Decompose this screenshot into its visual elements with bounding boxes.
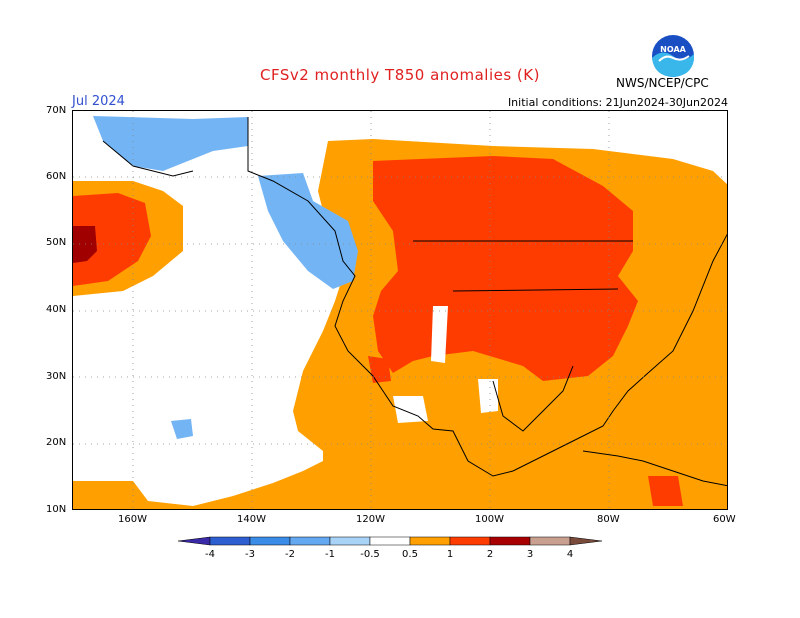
anomaly-map	[72, 110, 728, 510]
graticule	[73, 111, 727, 509]
colorbar-tick-label: -4	[205, 549, 215, 560]
alaska-cold-region	[93, 116, 248, 171]
lon-label-80w: 80W	[597, 514, 620, 525]
hawaii-cold-region	[171, 419, 193, 439]
colorbar-tick-label: -1	[325, 549, 335, 560]
neutral-region-baja	[393, 396, 428, 423]
lon-label-100w: 100W	[475, 514, 504, 525]
lon-label-160w: 160W	[118, 514, 147, 525]
colorbar-tick-label: -2	[285, 549, 295, 560]
lat-label-30n: 30N	[46, 371, 67, 382]
colorbar-tick-label: -3	[245, 549, 255, 560]
initial-conditions: Initial conditions: 21Jun2024-30Jun2024	[507, 96, 728, 109]
map-canvas	[73, 111, 727, 509]
colorbar-cell	[329, 536, 371, 546]
colorbar-low-extend	[177, 536, 211, 546]
coastlines	[102, 117, 727, 487]
colorbar-cell	[369, 536, 411, 546]
colorbar-tick-label: 4	[567, 549, 573, 560]
lon-label-120w: 120W	[356, 514, 385, 525]
lat-label-70n: 70N	[46, 105, 67, 116]
colorbar-cell	[449, 536, 491, 546]
forecast-month: Jul 2024	[72, 94, 125, 109]
svg-text:NOAA: NOAA	[660, 45, 686, 54]
colorbar-cell	[529, 536, 571, 546]
lon-label-60w: 60W	[713, 514, 736, 525]
colorbar-cell	[409, 536, 451, 546]
lat-label-40n: 40N	[46, 304, 67, 315]
caribbean-warm-core	[648, 476, 683, 506]
lon-label-140w: 140W	[237, 514, 266, 525]
colorbar-cell	[209, 536, 251, 546]
colorbar-tick-label: -0.5	[360, 549, 380, 560]
colorbar-tick-label: 2	[487, 549, 493, 560]
noaa-logo-icon: NOAA	[652, 35, 694, 77]
continental-warm-core	[373, 156, 638, 381]
agency-label: NWS/NCEP/CPC	[616, 76, 709, 90]
colorbar-tick-label: 3	[527, 549, 533, 560]
north-pacific-warm-core	[73, 193, 151, 286]
gulf-cold-region	[258, 173, 358, 289]
map-title: CFSv2 monthly T850 anomalies (K)	[260, 66, 540, 84]
north-pacific-warm-max	[73, 226, 97, 263]
neutral-region-west	[431, 306, 448, 363]
colorbar-cell	[489, 536, 531, 546]
lat-label-10n: 10N	[46, 504, 67, 515]
colorbar: -4 -3 -2 -1 -0.5 0.5 1 2 3 4	[177, 536, 603, 560]
lat-label-50n: 50N	[46, 237, 67, 248]
neutral-region-gulf	[478, 379, 498, 413]
lat-label-60n: 60N	[46, 171, 67, 182]
southwest-warm	[73, 461, 323, 509]
lat-label-20n: 20N	[46, 437, 67, 448]
colorbar-cell	[249, 536, 291, 546]
colorbar-tick-label: 0.5	[402, 549, 418, 560]
colorbar-tick-label: 1	[447, 549, 453, 560]
colorbar-cell	[289, 536, 331, 546]
colorbar-high-extend	[569, 536, 603, 546]
